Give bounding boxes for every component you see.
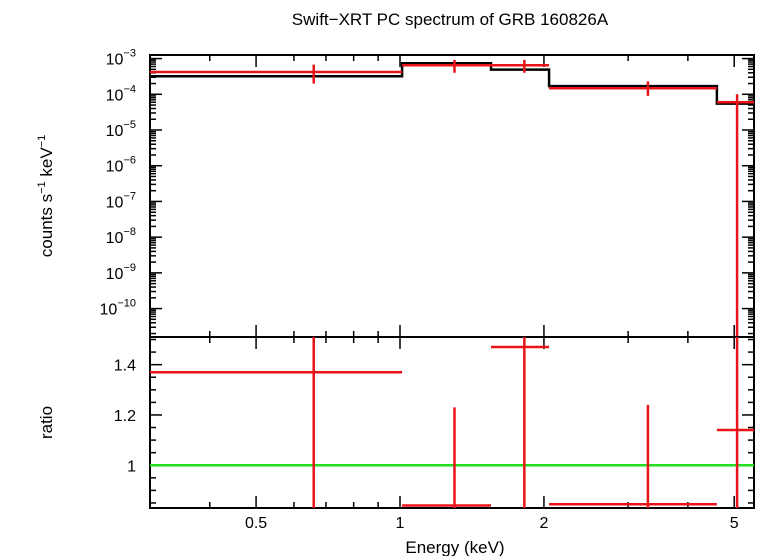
y-tick-label: 1 <box>127 458 136 475</box>
ratio-frame <box>149 336 755 509</box>
y-tick-label: 10−6 <box>106 155 136 176</box>
x-tick-label: 0.5 <box>245 515 267 532</box>
y-tick-label: 10−9 <box>106 262 136 283</box>
x-tick-label: 2 <box>539 515 548 532</box>
ratio-y-axis-label: ratio <box>37 406 56 439</box>
ratio-panel: 1.4 1.2 1 ratio <box>37 336 755 509</box>
model-line <box>150 62 754 105</box>
spectrum-panel: 10−3 10−4 10−5 10−6 10−7 10−8 10−9 10−10 counts … <box>36 48 755 338</box>
x-tick-label: 1 <box>396 515 405 532</box>
y-tick-label: 10−3 <box>106 48 136 69</box>
y-tick-label: 10−5 <box>106 119 136 140</box>
chart-title: Swift−XRT PC spectrum of GRB 160826A <box>292 10 609 29</box>
y-tick-label: 1.4 <box>114 358 136 375</box>
spectrum-frame <box>149 54 755 338</box>
spectrum-y-axis-label: counts s−1 keV−1 <box>36 135 56 257</box>
x-tick-label: 5 <box>730 515 739 532</box>
x-axis-label: Energy (keV) <box>405 538 504 556</box>
y-tick-label: 10−4 <box>106 83 136 104</box>
y-tick-label: 10−8 <box>106 226 136 247</box>
y-tick-label: 10−7 <box>106 190 136 211</box>
y-tick-label: 10−10 <box>100 298 136 319</box>
y-tick-label: 1.2 <box>114 408 136 425</box>
